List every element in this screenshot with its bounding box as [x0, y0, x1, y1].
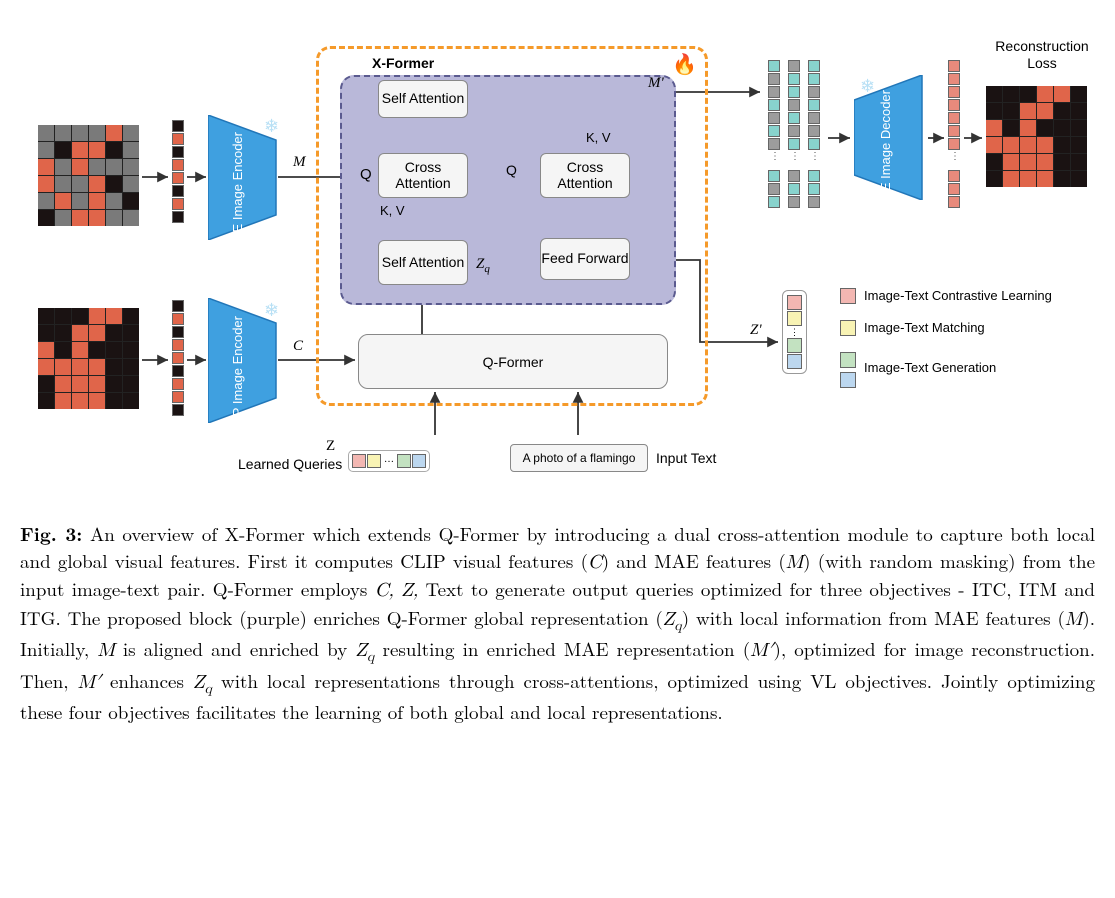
- mae-decoder-label: MAE Image Decoder: [878, 90, 893, 211]
- feed-forward: Feed Forward: [540, 238, 630, 280]
- legend-itc-label: Image-Text Contrastive Learning: [864, 288, 1052, 303]
- mprime-tokens-3: [808, 60, 820, 150]
- self-attention-bottom: Self Attention: [378, 240, 468, 285]
- legend-itm-color: [840, 320, 856, 336]
- label-M: M: [293, 154, 306, 171]
- mae-encoder-label: MAE Image Encoder: [230, 132, 245, 252]
- snowflake-icon: ❄: [860, 76, 875, 97]
- learned-queries-tokens: …: [348, 450, 430, 472]
- label-Zq: Zq: [476, 256, 490, 275]
- architecture-diagram: MAE Image Encoder ❄ CLIP Image Encoder ❄…: [20, 20, 1095, 510]
- dots-icon: ⋮: [770, 155, 780, 159]
- cross-attention-right: Cross Attention: [540, 153, 630, 198]
- dots-icon: ⋮: [790, 155, 800, 159]
- label-Z: Z: [326, 438, 335, 455]
- fire-icon: 🔥: [672, 52, 697, 77]
- label-Zprime: Z': [750, 322, 762, 339]
- dots-icon: ⋮: [810, 155, 820, 159]
- cross-attention-left: Cross Attention: [378, 153, 468, 198]
- decoder-output-tokens-b: [948, 170, 960, 208]
- mprime-tokens-1b: [768, 170, 780, 208]
- snowflake-icon: ❄: [264, 116, 279, 137]
- snowflake-icon: ❄: [264, 300, 279, 321]
- mprime-tokens-3b: [808, 170, 820, 208]
- label-Q-mid: Q: [506, 162, 517, 178]
- legend-itc-color: [840, 288, 856, 304]
- full-image-grid: [38, 308, 139, 409]
- input-text-box: A photo of a flamingo: [510, 444, 648, 472]
- mprime-tokens-1: [768, 60, 780, 150]
- legend-itg-blue: [840, 372, 856, 388]
- legend-itg-green: [840, 352, 856, 368]
- input-text-label: Input Text: [656, 450, 716, 466]
- label-KV-left: K, V: [380, 203, 405, 218]
- learned-queries-label: Learned Queries: [238, 456, 342, 472]
- mprime-tokens-2: [788, 60, 800, 150]
- legend-itm-label: Image-Text Matching: [864, 320, 985, 335]
- figure-caption: Fig. 3: An overview of X-Former which ex…: [20, 520, 1095, 726]
- zprime-tokens: ⋮: [782, 290, 807, 374]
- dots-icon: ⋮: [950, 155, 960, 159]
- label-Mprime: M': [648, 75, 664, 92]
- mae-patch-tokens: [172, 120, 184, 223]
- reconstructed-image-grid: [986, 86, 1087, 187]
- masked-image-grid: [38, 125, 139, 226]
- label-KV-right: K, V: [586, 130, 611, 145]
- mprime-tokens-2b: [788, 170, 800, 208]
- legend-itg-label: Image-Text Generation: [864, 360, 996, 375]
- decoder-output-tokens: [948, 60, 960, 150]
- clip-patch-tokens: [172, 300, 184, 416]
- clip-encoder-label: CLIP Image Encoder: [230, 316, 245, 436]
- qformer-block: Q-Former: [358, 334, 668, 389]
- self-attention-top: Self Attention: [378, 80, 468, 118]
- label-C: C: [293, 338, 303, 355]
- xformer-title: X-Former: [372, 55, 434, 71]
- reconstruction-loss-label: Reconstruction Loss: [992, 38, 1092, 72]
- caption-prefix: Fig. 3:: [20, 519, 82, 547]
- label-Q-left: Q: [360, 166, 372, 183]
